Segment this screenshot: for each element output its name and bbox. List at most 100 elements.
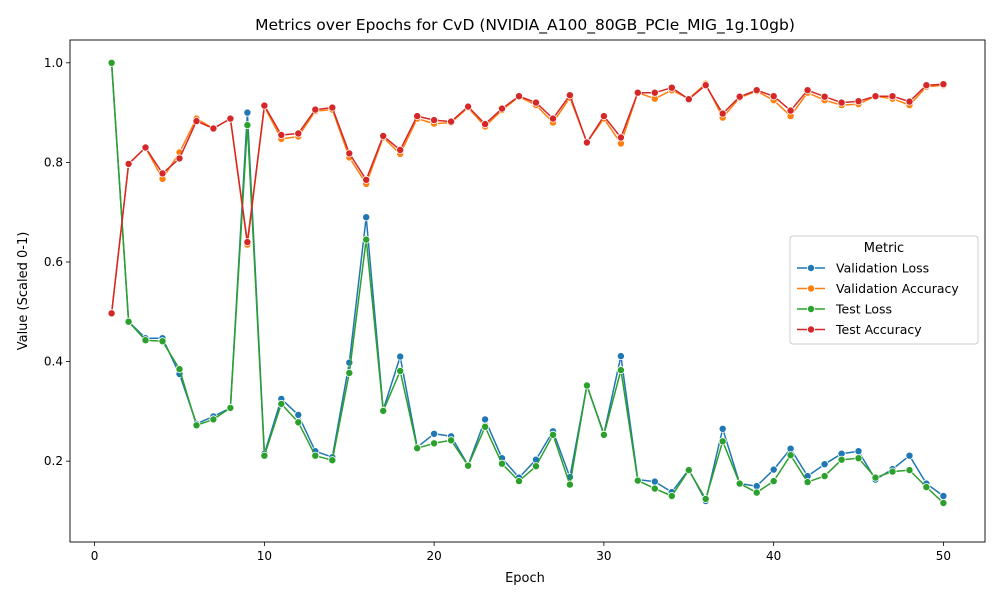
data-point-test-loss (243, 121, 252, 130)
data-point-test-accuracy (192, 117, 201, 126)
data-point-test-loss (532, 462, 541, 471)
data-point-test-loss (854, 454, 863, 463)
legend-item-test-accuracy: Test Accuracy (797, 322, 922, 337)
x-tick-label: 10 (257, 549, 272, 563)
legend-swatch-marker (807, 284, 816, 293)
y-tick-label: 0.8 (44, 155, 63, 169)
data-point-test-loss (497, 459, 506, 468)
data-point-test-loss (616, 366, 625, 375)
data-point-test-accuracy (582, 138, 591, 147)
data-point-test-loss (260, 451, 269, 460)
data-point-test-loss (803, 478, 812, 487)
data-point-test-accuracy (430, 116, 439, 125)
data-point-test-loss (752, 488, 761, 497)
series-line-test-accuracy (110, 83, 944, 314)
data-point-test-loss (464, 461, 473, 470)
data-point-test-accuracy (667, 83, 676, 92)
data-point-test-loss (684, 466, 693, 475)
data-point-test-accuracy (141, 143, 150, 152)
data-point-test-accuracy (158, 169, 167, 178)
data-point-validation-loss (243, 108, 252, 117)
data-point-test-accuracy (226, 114, 235, 123)
y-axis: 0.2 0.4 0.6 0.8 1.0 (44, 56, 70, 468)
data-point-test-accuracy (752, 86, 761, 95)
data-point-test-accuracy (939, 80, 948, 89)
legend-item-validation-loss: Validation Loss (797, 261, 929, 276)
data-point-test-accuracy (803, 86, 812, 95)
data-point-test-loss (294, 418, 303, 427)
y-tick-label: 1.0 (44, 56, 63, 70)
data-point-validation-loss (430, 429, 439, 438)
data-point-validation-loss (650, 477, 659, 486)
data-point-test-loss (141, 336, 150, 345)
legend-label: Test Accuracy (835, 322, 922, 337)
data-point-test-accuracy (837, 98, 846, 107)
data-point-test-loss (820, 472, 829, 481)
legend: Metric Validation Loss Validation Accurac… (789, 235, 979, 345)
legend-label: Validation Accuracy (836, 281, 959, 296)
data-point-test-loss (447, 436, 456, 445)
data-point-validation-loss (939, 491, 948, 500)
legend-item-test-loss: Test Loss (797, 302, 892, 317)
data-point-test-accuracy (209, 124, 218, 133)
data-point-test-accuracy (345, 149, 354, 158)
data-point-test-accuracy (718, 109, 727, 118)
data-point-test-accuracy (379, 131, 388, 140)
y-tick-label: 0.4 (44, 355, 63, 369)
data-point-test-accuracy (497, 104, 506, 113)
data-point-test-accuracy (294, 129, 303, 138)
series-test-accuracy (107, 80, 948, 318)
data-point-test-accuracy (311, 105, 320, 114)
x-tick-label: 50 (936, 549, 951, 563)
data-point-test-loss (922, 483, 931, 492)
legend-title: Metric (864, 241, 904, 256)
data-point-test-accuracy (515, 92, 524, 101)
data-point-test-accuracy (243, 238, 252, 247)
legend-box (789, 235, 979, 345)
data-point-validation-loss (905, 451, 914, 460)
data-point-test-accuracy (396, 145, 405, 154)
data-point-test-accuracy (769, 92, 778, 101)
data-point-test-accuracy (650, 88, 659, 97)
data-point-validation-loss (769, 465, 778, 474)
data-point-test-loss (379, 406, 388, 415)
legend-swatch-marker (807, 325, 816, 334)
data-point-test-loss (345, 368, 354, 377)
data-point-test-loss (226, 403, 235, 412)
data-point-test-loss (328, 456, 337, 465)
data-point-test-accuracy (565, 91, 574, 100)
data-point-test-loss (124, 317, 133, 326)
series-test-loss (107, 58, 948, 507)
legend-swatch-marker (807, 263, 816, 272)
data-point-test-loss (837, 455, 846, 464)
data-point-test-loss (311, 451, 320, 460)
data-point-test-accuracy (701, 81, 710, 90)
data-point-test-loss (515, 477, 524, 486)
data-point-test-accuracy (786, 106, 795, 115)
data-point-test-loss (175, 365, 184, 374)
y-tick-label: 0.2 (44, 454, 63, 468)
data-point-test-accuracy (616, 133, 625, 142)
data-point-test-loss (633, 476, 642, 485)
x-tick-label: 30 (596, 549, 611, 563)
legend-swatch-marker (807, 304, 816, 313)
data-point-test-accuracy (107, 309, 116, 318)
x-tick-label: 20 (426, 549, 441, 563)
data-point-validation-loss (345, 358, 354, 367)
data-point-test-loss (735, 479, 744, 488)
data-point-test-accuracy (447, 117, 456, 126)
data-point-test-accuracy (277, 130, 286, 139)
data-point-test-loss (107, 58, 116, 67)
data-point-test-loss (396, 366, 405, 375)
data-point-test-loss (277, 399, 286, 408)
data-point-test-accuracy (599, 112, 608, 121)
data-point-test-loss (701, 494, 710, 503)
data-point-test-accuracy (481, 120, 490, 129)
x-axis: 0 10 20 30 40 50 (91, 542, 951, 563)
data-point-test-loss (650, 484, 659, 493)
y-axis-label: Value (Scaled 0-1) (16, 232, 31, 351)
x-tick-label: 40 (766, 549, 781, 563)
data-point-test-loss (565, 480, 574, 489)
data-point-test-loss (888, 467, 897, 476)
